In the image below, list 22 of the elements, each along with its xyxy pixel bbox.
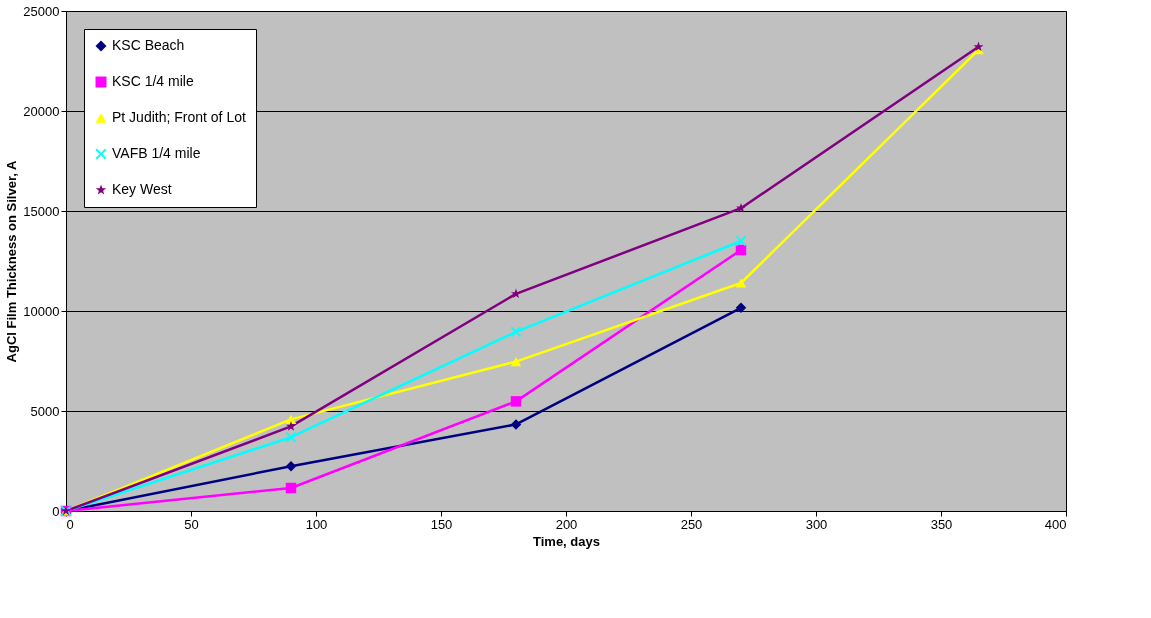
legend-label: KSC 1/4 mile (112, 73, 194, 89)
x-tick-label: 200 (555, 516, 578, 532)
y-tick-label: 5000 (30, 403, 60, 419)
y-tick-label: 15000 (23, 203, 60, 219)
x-tick-label: 250 (680, 516, 703, 532)
x-tick-label: 50 (184, 516, 199, 532)
y-axis-title: AgCl Film Thickness on Silver, A (4, 159, 20, 363)
legend-label: KSC Beach (112, 37, 185, 53)
legend-label: VAFB 1/4 mile (112, 145, 201, 161)
legend-label: Pt Judith; Front of Lot (112, 109, 246, 125)
y-tick-label: 20000 (23, 103, 60, 119)
x-tick-label: 300 (805, 516, 828, 532)
legend-label: Key West (112, 181, 172, 197)
x-tick-label: 0 (66, 516, 74, 532)
x-tick-label: 350 (930, 516, 953, 532)
y-tick-label: 0 (52, 503, 60, 519)
x-tick-label: 150 (430, 516, 453, 532)
x-axis-title: Time, days (533, 533, 600, 549)
y-tick-label: 25000 (23, 3, 60, 19)
x-tick-label: 100 (305, 516, 328, 532)
x-tick-label: 400 (1044, 516, 1067, 532)
y-tick-label: 10000 (23, 303, 60, 319)
